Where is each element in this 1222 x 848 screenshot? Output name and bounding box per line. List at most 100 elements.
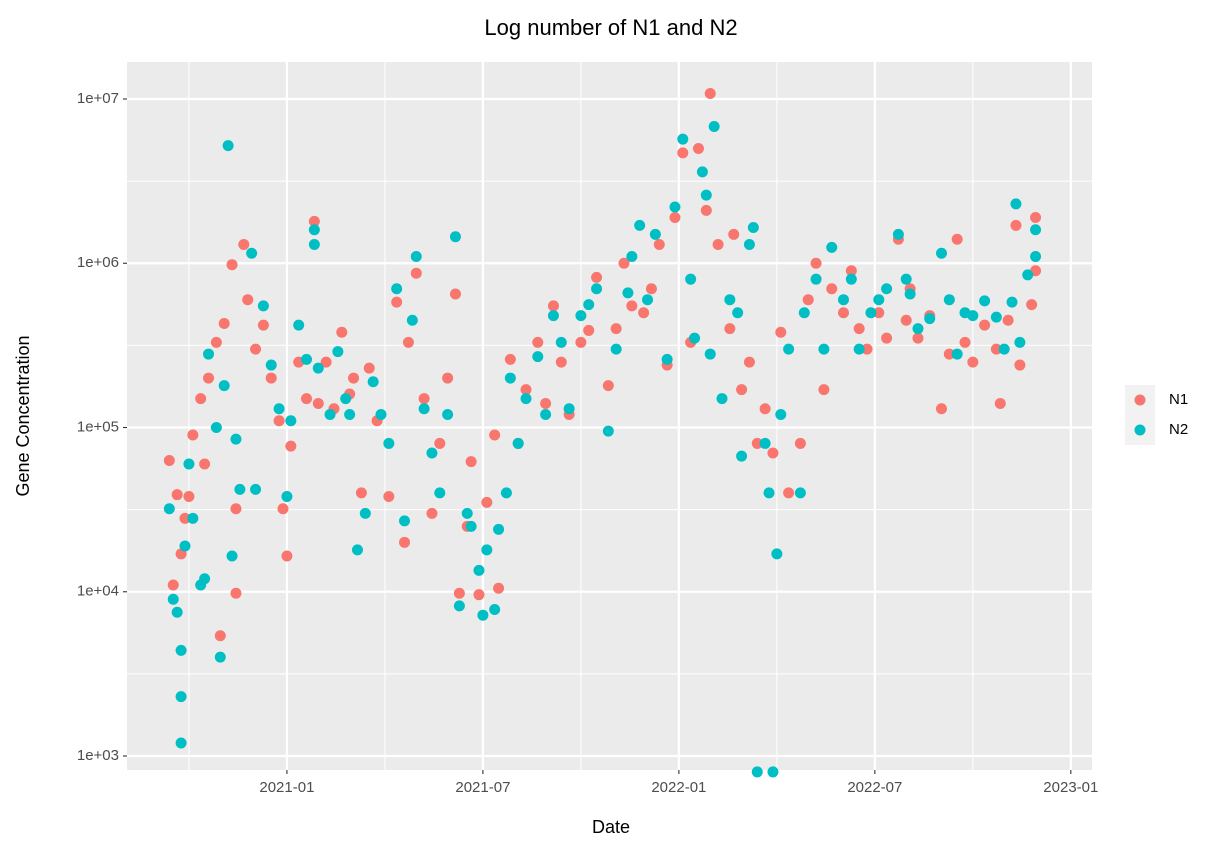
point — [818, 384, 830, 396]
point — [743, 356, 755, 368]
point — [367, 376, 379, 388]
point — [250, 483, 262, 495]
point — [935, 247, 947, 259]
point — [610, 343, 622, 355]
point — [837, 307, 849, 319]
point — [1014, 336, 1026, 348]
point — [226, 550, 238, 562]
point — [426, 447, 438, 459]
y-tick-label: 1e+04 — [77, 583, 119, 600]
point — [308, 224, 320, 236]
point — [979, 319, 991, 331]
point — [500, 487, 512, 499]
point — [994, 398, 1006, 410]
point — [493, 582, 505, 594]
point — [399, 515, 411, 527]
legend-symbol — [1134, 394, 1146, 406]
point — [775, 409, 787, 421]
point — [540, 409, 552, 421]
point — [199, 458, 211, 470]
point — [1030, 250, 1042, 262]
point — [281, 550, 293, 562]
point — [845, 273, 857, 285]
point — [892, 228, 904, 240]
point — [520, 393, 532, 405]
point — [175, 691, 187, 703]
y-tick-label: 1e+05 — [77, 418, 119, 435]
point — [238, 239, 250, 251]
point — [285, 415, 297, 427]
point — [873, 294, 885, 306]
point — [626, 300, 638, 312]
point — [547, 310, 559, 322]
point — [1030, 224, 1042, 236]
point — [332, 346, 344, 358]
point — [900, 314, 912, 326]
point — [493, 523, 505, 535]
point — [1010, 219, 1022, 231]
point — [473, 564, 485, 576]
point — [175, 737, 187, 749]
point — [540, 398, 552, 410]
point — [242, 294, 254, 306]
point — [771, 548, 783, 560]
point — [794, 487, 806, 499]
x-axis-title: Date — [592, 817, 630, 837]
point — [453, 600, 465, 612]
point — [583, 324, 595, 336]
chart-title: Log number of N1 and N2 — [484, 15, 737, 40]
point — [716, 393, 728, 405]
point — [575, 310, 587, 322]
point — [704, 348, 716, 360]
point — [575, 336, 587, 348]
point — [685, 273, 697, 285]
point — [301, 353, 313, 365]
point — [642, 294, 654, 306]
point — [935, 403, 947, 415]
point — [293, 319, 305, 331]
point — [645, 283, 657, 295]
point — [783, 343, 795, 355]
point — [359, 507, 371, 519]
point — [344, 409, 356, 421]
point — [187, 429, 199, 441]
point — [183, 491, 195, 503]
point — [618, 257, 630, 269]
point — [410, 250, 422, 262]
point — [163, 454, 175, 466]
point — [512, 437, 524, 449]
point — [402, 336, 414, 348]
point — [222, 140, 234, 152]
legend-label: N1 — [1169, 391, 1188, 408]
point — [724, 294, 736, 306]
grid — [127, 62, 1092, 770]
point — [728, 228, 740, 240]
point — [383, 491, 395, 503]
x-tick-label: 2023-01 — [1043, 779, 1098, 796]
y-tick-label: 1e+07 — [77, 90, 119, 107]
point — [943, 348, 955, 360]
point — [532, 351, 544, 363]
point — [336, 326, 348, 338]
point — [818, 343, 830, 355]
point — [826, 283, 838, 295]
point — [900, 273, 912, 285]
point — [967, 310, 979, 322]
point — [340, 393, 352, 405]
point — [520, 384, 532, 396]
point — [230, 587, 242, 599]
point — [171, 606, 183, 618]
point — [712, 239, 724, 251]
point — [638, 307, 650, 319]
point — [308, 239, 320, 251]
point — [700, 189, 712, 201]
point — [481, 496, 493, 508]
point — [210, 422, 222, 434]
point — [167, 579, 179, 591]
point — [881, 283, 893, 295]
point — [1026, 299, 1038, 311]
point — [434, 487, 446, 499]
point — [434, 437, 446, 449]
point — [187, 512, 199, 524]
